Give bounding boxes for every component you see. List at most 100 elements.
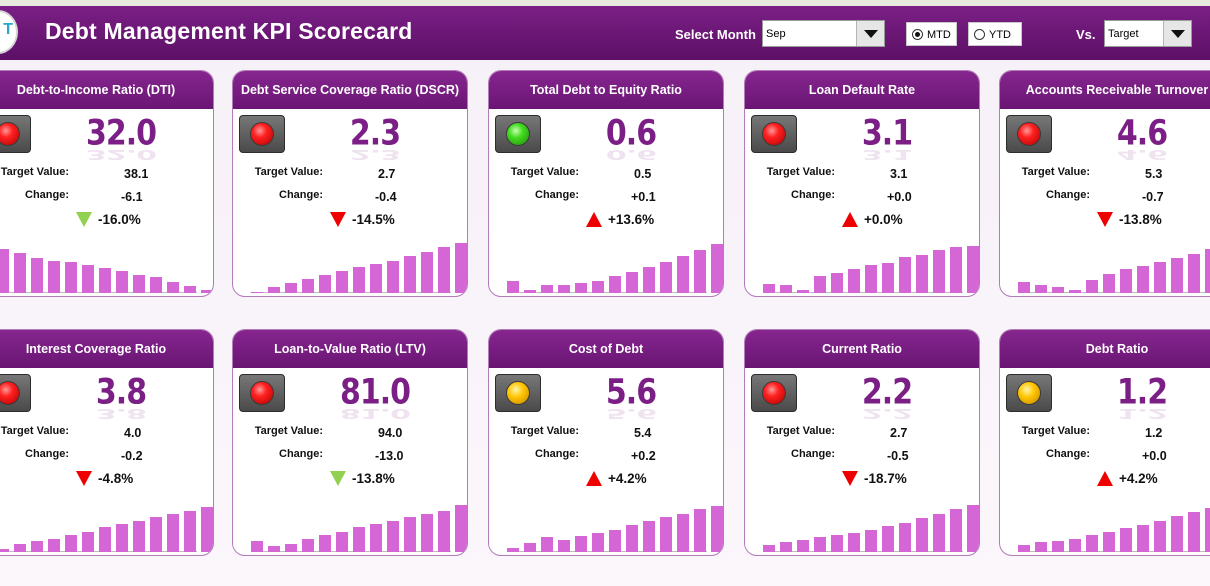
status-bulb-icon [1017, 122, 1041, 146]
kpi-card-title: Accounts Receivable Turnover [1000, 71, 1210, 109]
trend-bar [251, 541, 263, 552]
trend-bar [763, 545, 775, 552]
change-percent: +0.0% [864, 212, 903, 227]
trend-bar [65, 262, 77, 293]
trend-bar [694, 509, 706, 552]
trend-bar-chart [507, 492, 723, 552]
kpi-value-reflection: 32.0 [85, 146, 157, 163]
status-bulb-icon [506, 122, 530, 146]
trend-bar [541, 537, 553, 552]
target-label: Target Value: [1021, 166, 1090, 178]
trend-bar [201, 507, 213, 552]
target-value: 5.3 [1145, 167, 1163, 181]
change-value: -0.7 [1142, 190, 1164, 204]
target-label: Target Value: [254, 166, 323, 178]
month-dropdown[interactable]: Sep [762, 20, 885, 47]
trend-bar [116, 524, 128, 552]
arrow-down-icon [76, 212, 92, 227]
kpi-value-reflection: 0.6 [605, 146, 657, 163]
trend-bar-chart [763, 233, 979, 293]
trend-bar [150, 517, 162, 552]
change-percent: +4.2% [608, 471, 647, 486]
trend-bar [1086, 535, 1098, 552]
trend-bar [1103, 532, 1115, 552]
trend-bar [455, 505, 467, 552]
kpi-value-reflection: 4.6 [1116, 146, 1168, 163]
trend-bar [1052, 287, 1064, 293]
trend-bar [302, 279, 314, 293]
chevron-down-icon[interactable] [856, 21, 884, 46]
trend-bar-chart [507, 233, 723, 293]
trend-bar [1052, 541, 1064, 552]
target-value: 38.1 [124, 167, 149, 181]
trend-bar [831, 273, 843, 293]
trend-bar [592, 281, 604, 293]
page-title: Debt Management KPI Scorecard [45, 18, 413, 44]
change-label: Change: [791, 448, 835, 460]
radio-ytd-dot[interactable] [974, 29, 985, 40]
radio-mtd[interactable]: MTD [906, 22, 957, 46]
kpi-value: 81.0 [339, 372, 411, 413]
arrow-down-icon [1097, 212, 1113, 227]
trend-bar [99, 268, 111, 293]
trend-bar-chart [1018, 492, 1210, 552]
trend-bar [626, 525, 638, 552]
trend-bar [82, 532, 94, 552]
trend-bar [184, 286, 196, 293]
top-strip [0, 0, 1210, 6]
kpi-card: Current Ratio 2.2 2.2 Target Value: 2.7 … [744, 329, 980, 556]
trend-bar [14, 544, 26, 552]
trend-bar [353, 527, 365, 552]
kpi-card: Loan Default Rate 3.1 3.1 Target Value: … [744, 70, 980, 297]
kpi-card: Loan-to-Value Ratio (LTV) 81.0 81.0 Targ… [232, 329, 468, 556]
trend-bar [575, 283, 587, 293]
trend-bar [302, 539, 314, 552]
arrow-up-icon [842, 212, 858, 227]
status-light-icon [495, 115, 541, 153]
status-bulb-icon [506, 381, 530, 405]
trend-bar [1035, 285, 1047, 293]
trend-bar [916, 255, 928, 293]
status-light-icon [1006, 115, 1052, 153]
target-label: Target Value: [0, 425, 69, 437]
trend-bar [404, 517, 416, 552]
chevron-down-icon[interactable] [1163, 21, 1191, 46]
trend-bar [370, 524, 382, 552]
trend-bar [643, 267, 655, 293]
trend-bar-chart [251, 492, 467, 552]
trend-bar [285, 544, 297, 552]
trend-bar [831, 535, 843, 552]
trend-bar [899, 523, 911, 552]
trend-bar [882, 263, 894, 293]
change-percent: -13.8% [1119, 212, 1162, 227]
trend-bar [184, 511, 196, 552]
trend-bar [14, 253, 26, 293]
status-bulb-icon [0, 122, 20, 146]
kpi-value-reflection: 2.3 [349, 146, 401, 163]
compare-dropdown[interactable]: Target [1104, 20, 1192, 47]
trend-bar [609, 276, 621, 293]
trend-bar [558, 540, 570, 552]
change-label: Change: [535, 189, 579, 201]
status-light-icon [495, 374, 541, 412]
radio-mtd-label: MTD [927, 29, 951, 41]
trend-bar [814, 537, 826, 552]
trend-bar-chart [1018, 233, 1210, 293]
change-percent: -16.0% [98, 212, 141, 227]
trend-bar [848, 269, 860, 293]
change-value: +0.1 [631, 190, 656, 204]
trend-bar [48, 261, 60, 293]
kpi-card-title: Debt Service Coverage Ratio (DSCR) [233, 71, 467, 109]
chart-axis [0, 292, 197, 293]
trend-bar [336, 532, 348, 552]
status-bulb-icon [762, 381, 786, 405]
change-value: -0.2 [121, 449, 143, 463]
trend-bar [967, 505, 979, 552]
status-light-icon [0, 115, 31, 153]
trend-bar [933, 514, 945, 552]
radio-ytd[interactable]: YTD [968, 22, 1022, 46]
trend-bar [1103, 274, 1115, 293]
radio-mtd-dot[interactable] [912, 29, 923, 40]
chart-axis [507, 292, 707, 293]
kpi-value-reflection: 81.0 [339, 405, 411, 422]
